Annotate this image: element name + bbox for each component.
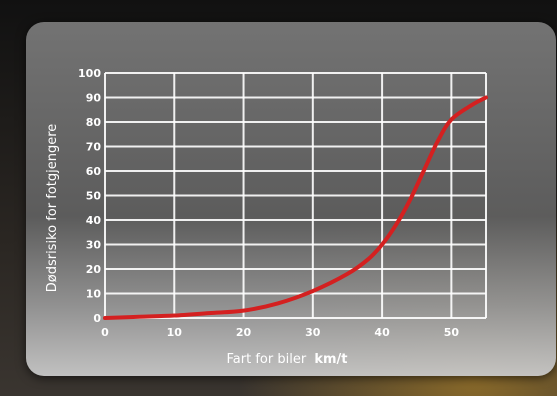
x-tick-label: 30: [305, 326, 321, 339]
y-tick-label: 90: [86, 92, 102, 105]
y-tick-label: 50: [86, 190, 102, 203]
y-tick-label: 80: [86, 116, 102, 129]
grid: [104, 72, 487, 319]
x-axis-ticks: 0 10 20 30 40 50: [101, 326, 459, 339]
y-tick-label: 40: [86, 214, 102, 227]
series-group: [103, 95, 488, 320]
x-tick-label: 10: [167, 326, 183, 339]
x-tick-label: 50: [444, 326, 460, 339]
y-tick-label: 70: [86, 141, 102, 154]
y-tick-label: 20: [86, 263, 102, 276]
y-tick-label: 10: [86, 288, 102, 301]
y-tick-label: 0: [93, 312, 101, 325]
series-line: [103, 95, 488, 320]
x-axis-title: Fart for biler km/t: [227, 352, 348, 367]
x-tick-label: 40: [374, 326, 390, 339]
y-axis-ticks: 0 10 20 30 40 50 60 70 80 90 100: [78, 67, 101, 325]
x-tick-label: 20: [236, 326, 252, 339]
y-tick-label: 60: [86, 165, 102, 178]
x-tick-label: 0: [101, 326, 109, 339]
y-tick-label: 100: [78, 67, 101, 80]
y-axis-title: Dødsrisiko for fotgjengere: [45, 124, 60, 293]
y-tick-label: 30: [86, 239, 102, 252]
x-axis-title-text: Fart for biler: [227, 352, 307, 367]
x-axis-title-unit: km/t: [314, 352, 347, 367]
